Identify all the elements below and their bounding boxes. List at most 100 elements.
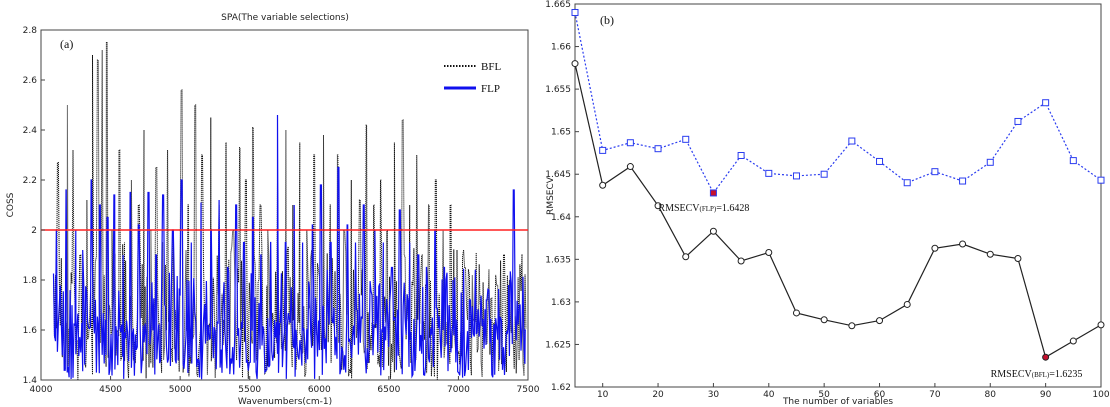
data-point: [1042, 353, 1050, 361]
y-tick-label: 1.4: [23, 376, 38, 386]
data-point: [1097, 321, 1105, 329]
panel-a: SPA(The variable selections) 4000 4500 500…: [6, 13, 540, 407]
legend: BFL FLP: [440, 56, 522, 100]
data-point: [820, 170, 828, 178]
x-tick-label: 4000: [30, 385, 53, 395]
x-tick-label: 6500: [377, 385, 400, 395]
x-axis-label: The number of variables: [782, 397, 893, 407]
y-tick-label: 2: [31, 226, 37, 236]
data-point: [737, 151, 745, 159]
x-tick-label: 5000: [169, 385, 192, 395]
x-tick-label: 60: [874, 390, 886, 400]
y-tick-label: 2.6: [23, 76, 38, 86]
y-tick-label: 1.635: [545, 255, 571, 265]
y-tick-label: 1.63: [551, 298, 571, 308]
data-point: [959, 240, 967, 248]
data-point: [1069, 337, 1077, 345]
chart-title: SPA(The variable selections): [221, 13, 349, 23]
data-point: [876, 157, 884, 165]
data-point: [903, 300, 911, 308]
x-tick-label: 50: [818, 390, 830, 400]
data-point: [848, 137, 856, 145]
x-axis-label: Wavenumbers(cm-1): [238, 397, 332, 407]
data-point: [959, 177, 967, 185]
data-point: [765, 249, 773, 257]
y-tick-label: 1.645: [545, 170, 571, 180]
x-tick-label: 10: [597, 390, 609, 400]
data-point: [626, 139, 634, 147]
x-tick-label: 7000: [447, 385, 470, 395]
y-tick-label: 1.65: [551, 128, 571, 138]
annotation-bfl: RMSECV(BFL)=1.6235: [991, 369, 1083, 380]
data-point: [682, 135, 690, 143]
x-tick-label: 40: [763, 390, 775, 400]
x-tick-label: 20: [652, 390, 664, 400]
plot-area: [574, 3, 1102, 388]
panel-label: (a): [60, 37, 73, 51]
axis-ticks: 4000 4500 5000 5500 6000 6500 7000 7500 1.4 1.6 1.…: [23, 26, 540, 395]
data-point: [792, 172, 800, 180]
axis-ticks: 10 20 30 40 50 60 70 80 90 100 1.62 1.625 1.63 1.635 1…: [545, 0, 1110, 400]
y-tick-label: 1.66: [551, 43, 571, 53]
series-line-flp: [52, 114, 526, 380]
data-point: [1014, 254, 1022, 262]
x-tick-label: 5500: [238, 385, 261, 395]
data-point: [654, 202, 662, 210]
y-tick-label: 1.62: [551, 383, 571, 393]
panel-label: (b): [600, 13, 614, 27]
legend-label-bfl: BFL: [481, 61, 501, 73]
data-point: [682, 253, 690, 261]
y-axis-label: RMSECV: [546, 176, 556, 215]
x-tick-label: 90: [1040, 390, 1052, 400]
data-point: [876, 317, 884, 325]
y-tick-label: 1.64: [551, 213, 571, 223]
data-point: [1097, 176, 1105, 184]
data-point: [986, 250, 994, 258]
data-point: [654, 145, 662, 153]
data-point: [931, 244, 939, 252]
y-tick-label: 2.2: [23, 176, 37, 186]
legend-box: [440, 56, 522, 100]
x-tick-label: 7500: [517, 385, 540, 395]
data-point: [571, 60, 579, 68]
series-line-bfl: [574, 63, 1102, 359]
x-tick-label: 4500: [99, 385, 122, 395]
y-tick-label: 1.655: [545, 85, 571, 95]
series-line-flp: [574, 12, 1102, 195]
panel-b: 10 20 30 40 50 60 70 80 90 100 1.62 1.625 1.63 1.635 1…: [545, 0, 1110, 407]
data-point: [599, 181, 607, 189]
data-point: [571, 9, 579, 17]
y-axis-label: COSS: [6, 192, 16, 217]
x-tick-label: 80: [985, 390, 997, 400]
data-point: [1069, 157, 1077, 165]
data-point: [820, 316, 828, 324]
annotation-flp: RMSECV(FLP)=1.6428: [658, 203, 749, 214]
data-point: [599, 146, 607, 154]
data-point: [792, 309, 800, 317]
y-tick-label: 1.665: [545, 0, 571, 10]
data-point: [1042, 99, 1050, 107]
x-tick-label: 6000: [308, 385, 331, 395]
data-point: [626, 163, 634, 171]
data-point: [765, 169, 773, 177]
series-group: [52, 42, 527, 380]
x-tick-label: 30: [708, 390, 720, 400]
data-point: [986, 158, 994, 166]
data-point: [1014, 117, 1022, 125]
data-point: [709, 189, 717, 197]
data-point: [903, 179, 911, 187]
series-line-bfl: [53, 42, 527, 380]
y-tick-label: 2.4: [23, 126, 38, 136]
y-tick-label: 1.8: [23, 276, 38, 286]
data-point: [737, 257, 745, 265]
y-tick-label: 2.8: [23, 26, 38, 36]
x-tick-label: 70: [929, 390, 941, 400]
x-tick-label: 100: [1092, 390, 1109, 400]
data-point: [931, 168, 939, 176]
data-point: [848, 322, 856, 330]
y-tick-label: 1.6: [23, 326, 38, 336]
series-group: [571, 9, 1105, 361]
legend-label-flp: FLP: [481, 83, 500, 95]
data-point: [709, 227, 717, 235]
